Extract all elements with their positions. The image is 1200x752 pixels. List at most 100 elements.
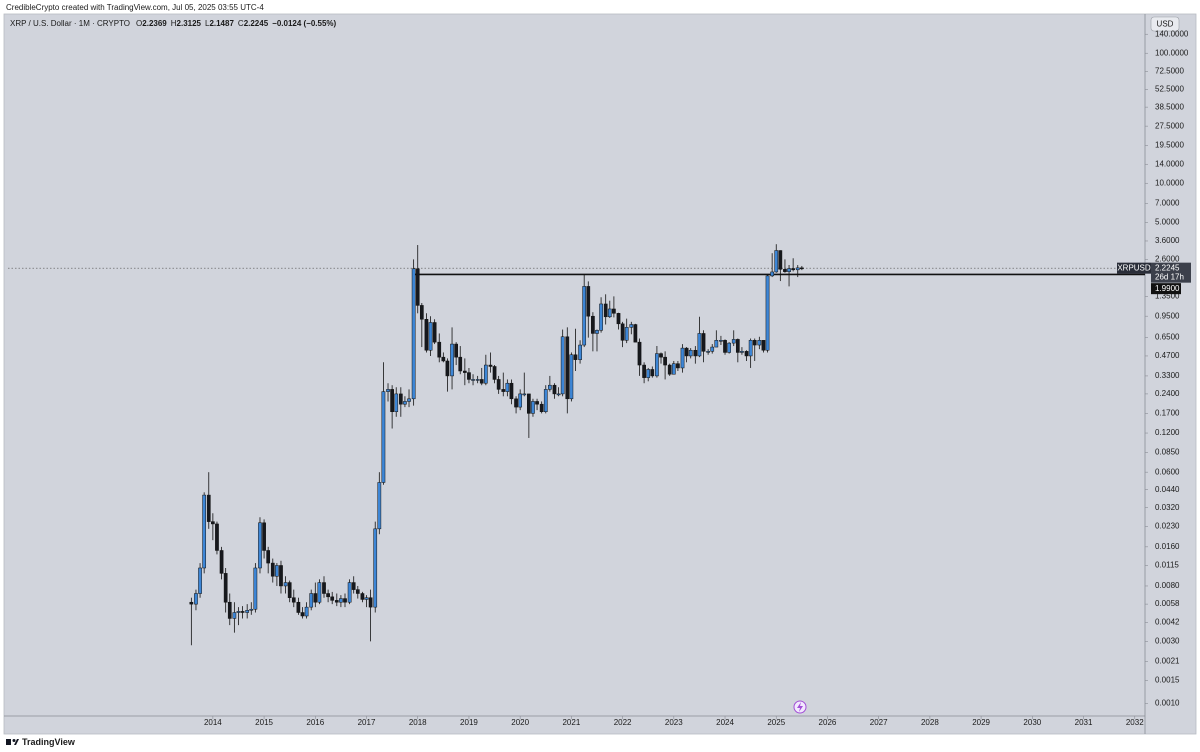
candle-body <box>744 351 749 357</box>
candle-body <box>428 322 433 351</box>
y-tick-label: 0.1200 <box>1155 428 1180 437</box>
candle-body <box>266 550 271 564</box>
candle-body <box>291 597 296 603</box>
candle-body <box>680 347 685 369</box>
candle-body <box>757 340 762 346</box>
legend-field-label: H <box>171 19 177 28</box>
candle-body <box>560 336 565 395</box>
candle-body <box>663 356 667 366</box>
y-tick-label: 0.0030 <box>1155 636 1180 645</box>
candle-body <box>624 327 629 341</box>
legend-field-value: 2.2245 <box>244 19 269 28</box>
candle-body <box>595 330 599 334</box>
y-tick-label: 38.5000 <box>1155 102 1184 111</box>
candle-body <box>778 250 783 270</box>
y-tick-label: 3.6000 <box>1155 236 1180 245</box>
candle-body <box>194 593 198 605</box>
candle-body <box>748 340 753 357</box>
candle-body <box>223 573 228 603</box>
legend-field-value: 2.1487 <box>209 19 234 28</box>
candle-body <box>411 268 416 400</box>
x-tick-label: 2016 <box>306 718 324 727</box>
candle-body <box>377 482 382 530</box>
y-tick-label: 100.0000 <box>1155 48 1189 57</box>
candle-body <box>701 333 706 352</box>
candle-body <box>655 353 659 377</box>
logo-mark <box>12 739 16 742</box>
candle-body <box>573 354 578 360</box>
y-tick-label: 72.5000 <box>1155 67 1184 76</box>
candle-body <box>706 351 710 353</box>
candle-body <box>646 369 651 378</box>
candle-body <box>488 364 493 367</box>
symbol-tag-label: XRPUSD <box>1117 263 1151 272</box>
candle-body <box>565 336 570 400</box>
candle-body <box>765 275 770 351</box>
candle-body <box>543 389 548 412</box>
candle-body <box>198 567 202 594</box>
candle-body <box>531 401 535 414</box>
x-tick-label: 2027 <box>870 718 888 727</box>
candle-body <box>761 340 766 351</box>
candle-body <box>688 349 693 357</box>
level-tag-label: 1.9900 <box>1155 284 1180 293</box>
candle-body <box>373 528 378 608</box>
x-tick-label: 2018 <box>409 718 427 727</box>
candle-body <box>258 522 262 569</box>
candle-body <box>496 379 501 390</box>
y-tick-label: 10.0000 <box>1155 178 1184 187</box>
y-tick-label: 14.0000 <box>1155 159 1184 168</box>
candle-body <box>275 565 279 577</box>
y-tick-label: 27.5000 <box>1155 121 1184 130</box>
candle-body <box>735 339 740 353</box>
candle-body <box>629 324 634 328</box>
y-tick-label: 7.0000 <box>1155 199 1180 208</box>
candle-body <box>245 610 250 613</box>
candle-body <box>398 393 403 405</box>
x-tick-label: 2028 <box>921 718 939 727</box>
candle-body <box>676 363 680 369</box>
chart-panel <box>3 13 1197 735</box>
candle-body <box>343 598 347 603</box>
y-tick-label: 0.0058 <box>1155 599 1180 608</box>
y-tick-label: 2.6000 <box>1155 254 1180 263</box>
candle-body <box>616 313 621 325</box>
candle-body <box>723 340 727 353</box>
candle-body <box>710 346 715 352</box>
legend-field-value: 2.3125 <box>177 19 202 28</box>
candle-body <box>253 567 258 610</box>
candle-body <box>659 353 663 358</box>
y-tick-label: 0.4700 <box>1155 351 1180 360</box>
candle-body <box>450 343 454 377</box>
currency-button[interactable] <box>1150 16 1180 32</box>
x-tick-label: 2025 <box>767 718 785 727</box>
y-tick-label: 0.3300 <box>1155 371 1180 380</box>
event-icon[interactable] <box>793 700 807 714</box>
y-tick-label: 5.0000 <box>1155 218 1180 227</box>
candle-body <box>326 593 330 598</box>
y-tick-label: 0.2400 <box>1155 389 1180 398</box>
y-tick-label: 0.0015 <box>1155 676 1180 685</box>
candle-body <box>727 342 731 353</box>
event-icon-bolt[interactable] <box>797 702 803 712</box>
candle-body <box>227 601 232 619</box>
candle-body <box>586 286 591 317</box>
y-tick-label: 0.6500 <box>1155 333 1180 342</box>
candle-body <box>403 401 407 405</box>
candle-body <box>432 322 437 343</box>
x-tick-label: 2014 <box>204 718 222 727</box>
currency-label[interactable]: USD <box>1157 20 1174 29</box>
candle-body <box>671 363 676 375</box>
candle-body <box>667 364 672 375</box>
candle-body <box>386 389 390 392</box>
y-tick-label: 0.0080 <box>1155 581 1180 590</box>
candle-body <box>795 267 800 271</box>
candle-body <box>770 271 774 277</box>
candle-body <box>381 391 386 483</box>
candle-body <box>313 593 318 603</box>
legend: XRP / U.S. Dollar · 1M · CRYPTO O2.2369 H2… <box>10 19 337 28</box>
candle-body <box>262 522 266 551</box>
y-tick-label: 0.1700 <box>1155 408 1180 417</box>
candle-body <box>454 343 458 358</box>
candle-body <box>633 324 638 343</box>
